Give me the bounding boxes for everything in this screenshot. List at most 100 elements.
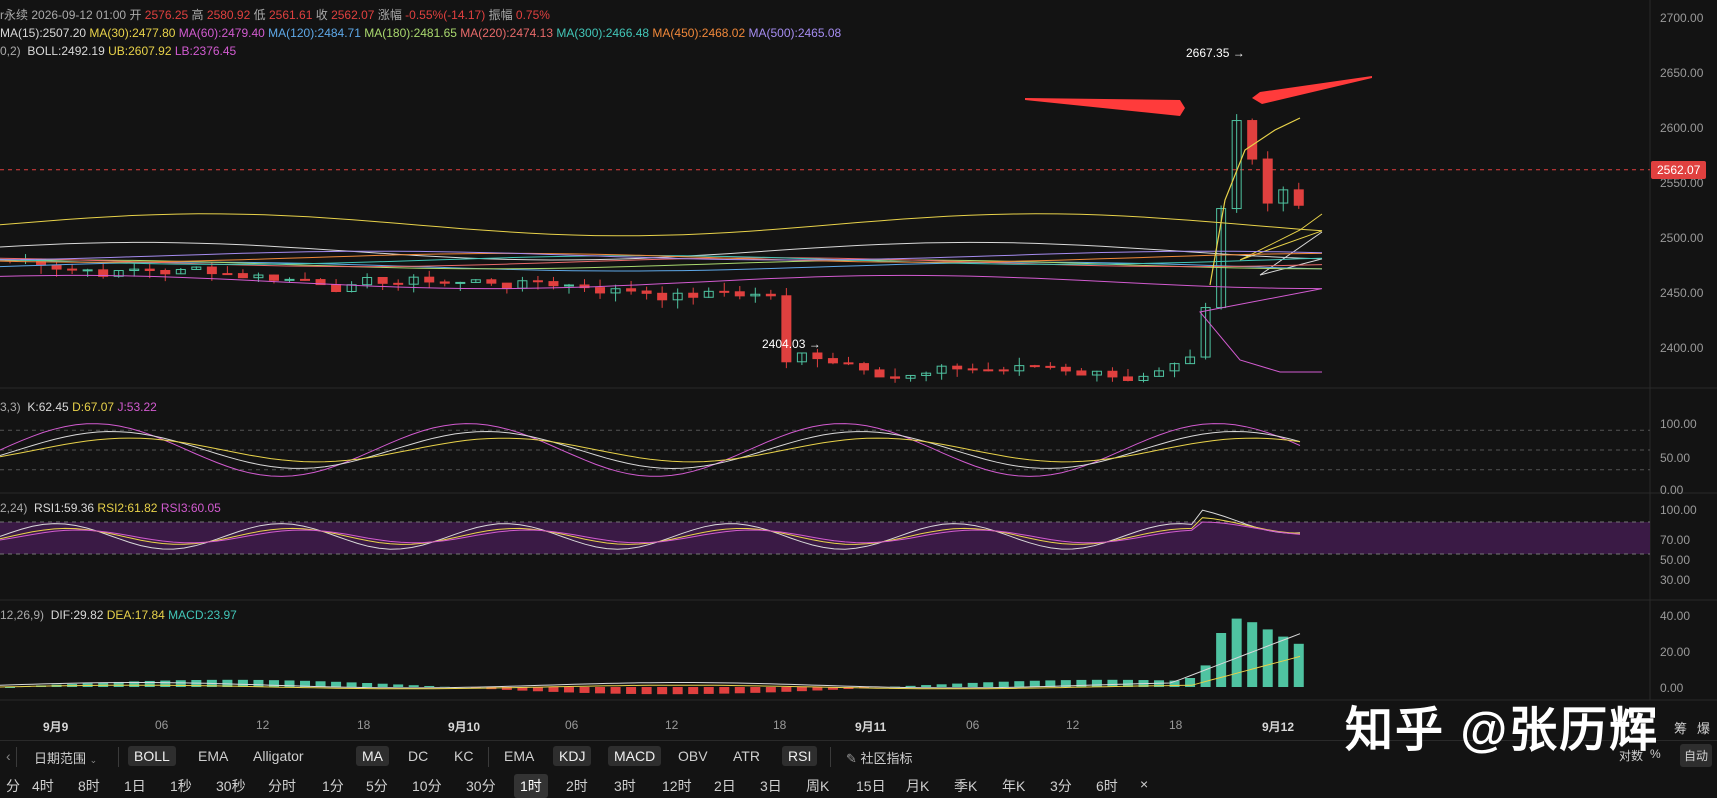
timeframe-option[interactable]: 8时 [78,778,100,794]
candle [222,273,233,276]
macd-bar [470,687,481,689]
timeframe-option[interactable]: 10分 [412,778,442,794]
timeframe-option[interactable]: 5分 [366,778,388,794]
candle [455,281,466,284]
indicator-obv-button[interactable]: OBV [678,748,708,764]
candle [408,276,419,285]
timeframe-option[interactable]: 30秒 [216,778,246,794]
macd-bar [160,680,171,687]
macd-bar [1014,681,1025,687]
timeframe-option[interactable]: 3时 [614,778,636,794]
candle [983,369,994,372]
indicator-ema-button[interactable]: EMA [198,748,229,764]
timeframe-option[interactable]: 月K [906,778,930,794]
indicator-ema-button[interactable]: EMA [504,748,535,764]
macd-bar [331,681,342,687]
indicator-kdj-button[interactable]: KDJ [553,746,592,766]
candle [300,278,311,281]
kdj-d-line [0,437,1301,463]
macd-bar [98,682,109,687]
chips-toggle[interactable]: 筹 [1674,721,1688,736]
candle [393,282,404,285]
log-scale-toggle[interactable]: 对数 [1619,749,1644,763]
y-axis-label: 30.00 [1660,573,1691,587]
timeframe-option[interactable]: 4时 [32,778,54,794]
community-indicators-button[interactable]: ✎ 社区指标 [846,751,913,766]
candle [315,279,326,286]
x-axis-label: 9月9 [43,720,69,734]
boll-legend: 0,2) BOLL:2492.19 UB:2607.92 LB:2376.45 [0,44,237,58]
candle [641,290,652,294]
candle [843,362,854,365]
candle [563,284,574,287]
indicator-macd-button[interactable]: MACD [608,746,662,766]
x-axis-label: 06 [966,718,980,732]
close-icon[interactable]: × [1140,776,1149,792]
indicator-boll-button[interactable]: BOLL [128,746,176,766]
candle [905,374,916,379]
candle [331,284,342,292]
indicator-atr-button[interactable]: ATR [733,748,760,764]
indicator-dc-button[interactable]: DC [408,748,429,764]
indicator-alligator-button[interactable]: Alligator [253,748,304,764]
macd-bar [750,687,761,693]
timeframe-option[interactable]: 季K [954,778,978,794]
candle [1262,158,1273,204]
timeframe-option[interactable]: 分 [6,778,20,794]
timeframe-option[interactable]: 年K [1002,778,1026,794]
kdj-j-line [0,423,1301,477]
macd-bar [827,687,838,690]
candle [967,368,978,371]
candle [470,279,481,283]
macd-bar [532,687,543,692]
ma-line [0,250,1323,261]
timeframe-option[interactable]: 30分 [466,778,496,794]
timeframe-option[interactable]: 3日 [760,778,782,794]
date-range-button[interactable]: 日期范围 ⌄ [34,751,98,766]
macd-bar [1262,629,1273,687]
timeframe-option[interactable]: 15日 [856,778,886,794]
indicator-kc-button[interactable]: KC [454,748,474,764]
timeframe-option[interactable]: 1日 [124,778,146,794]
macd-bar [362,683,373,687]
y-axis-label: 2550.00 [1660,176,1704,190]
macd-bar [703,687,714,694]
timeframe-option[interactable]: 3分 [1050,778,1072,794]
timeframe-option[interactable]: 1时 [514,774,548,798]
macd-bar [346,682,357,687]
auto-scale-toggle[interactable]: 自动 [1680,744,1713,767]
macd-bar [719,687,730,694]
candle [1076,370,1087,376]
macd-bar [998,681,1009,687]
watermark: 知乎 @张历辉 [1345,704,1660,757]
timeframe-option[interactable]: 2时 [566,778,588,794]
indicator-ma-button[interactable]: MA [356,746,389,766]
candle [936,365,947,374]
timeframe-option[interactable]: 1秒 [170,778,192,794]
kdj-k-line [0,430,1301,470]
macd-bar [812,687,823,691]
timeframe-option[interactable]: 周K [806,778,830,794]
liquidation-toggle[interactable]: 爆 [1697,721,1711,736]
percent-toggle[interactable]: % [1650,747,1661,761]
candle [952,365,963,370]
candle [874,369,885,378]
timeframe-option[interactable]: 12时 [662,778,692,794]
rsi-legend: 2,24) RSI1:59.36 RSI2:61.82 RSI3:60.05 [0,501,221,515]
ma-legend-item: MA(300):2466.48 [556,26,653,40]
candle [51,264,62,270]
indicator-rsi-button[interactable]: RSI [782,746,818,766]
macd-bar [1278,636,1289,687]
ohlc-header: r永续 2026-09-12 01:00 开 2576.25 高 2580.92… [0,8,550,22]
macd-bar [1231,618,1242,687]
candle [1278,189,1289,204]
ma-legend: MA(15):2507.20 MA(30):2477.80 MA(60):247… [0,26,841,40]
y-axis-label: 100.00 [1660,503,1697,517]
kline-chart[interactable] [0,0,1717,740]
timeframe-option[interactable]: 1分 [322,778,344,794]
macd-bar [657,687,668,695]
timeframe-option[interactable]: 6时 [1096,778,1118,794]
timeframe-option[interactable]: 分时 [268,778,296,794]
timeframe-option[interactable]: 2日 [714,778,736,794]
macd-bar [300,680,311,687]
